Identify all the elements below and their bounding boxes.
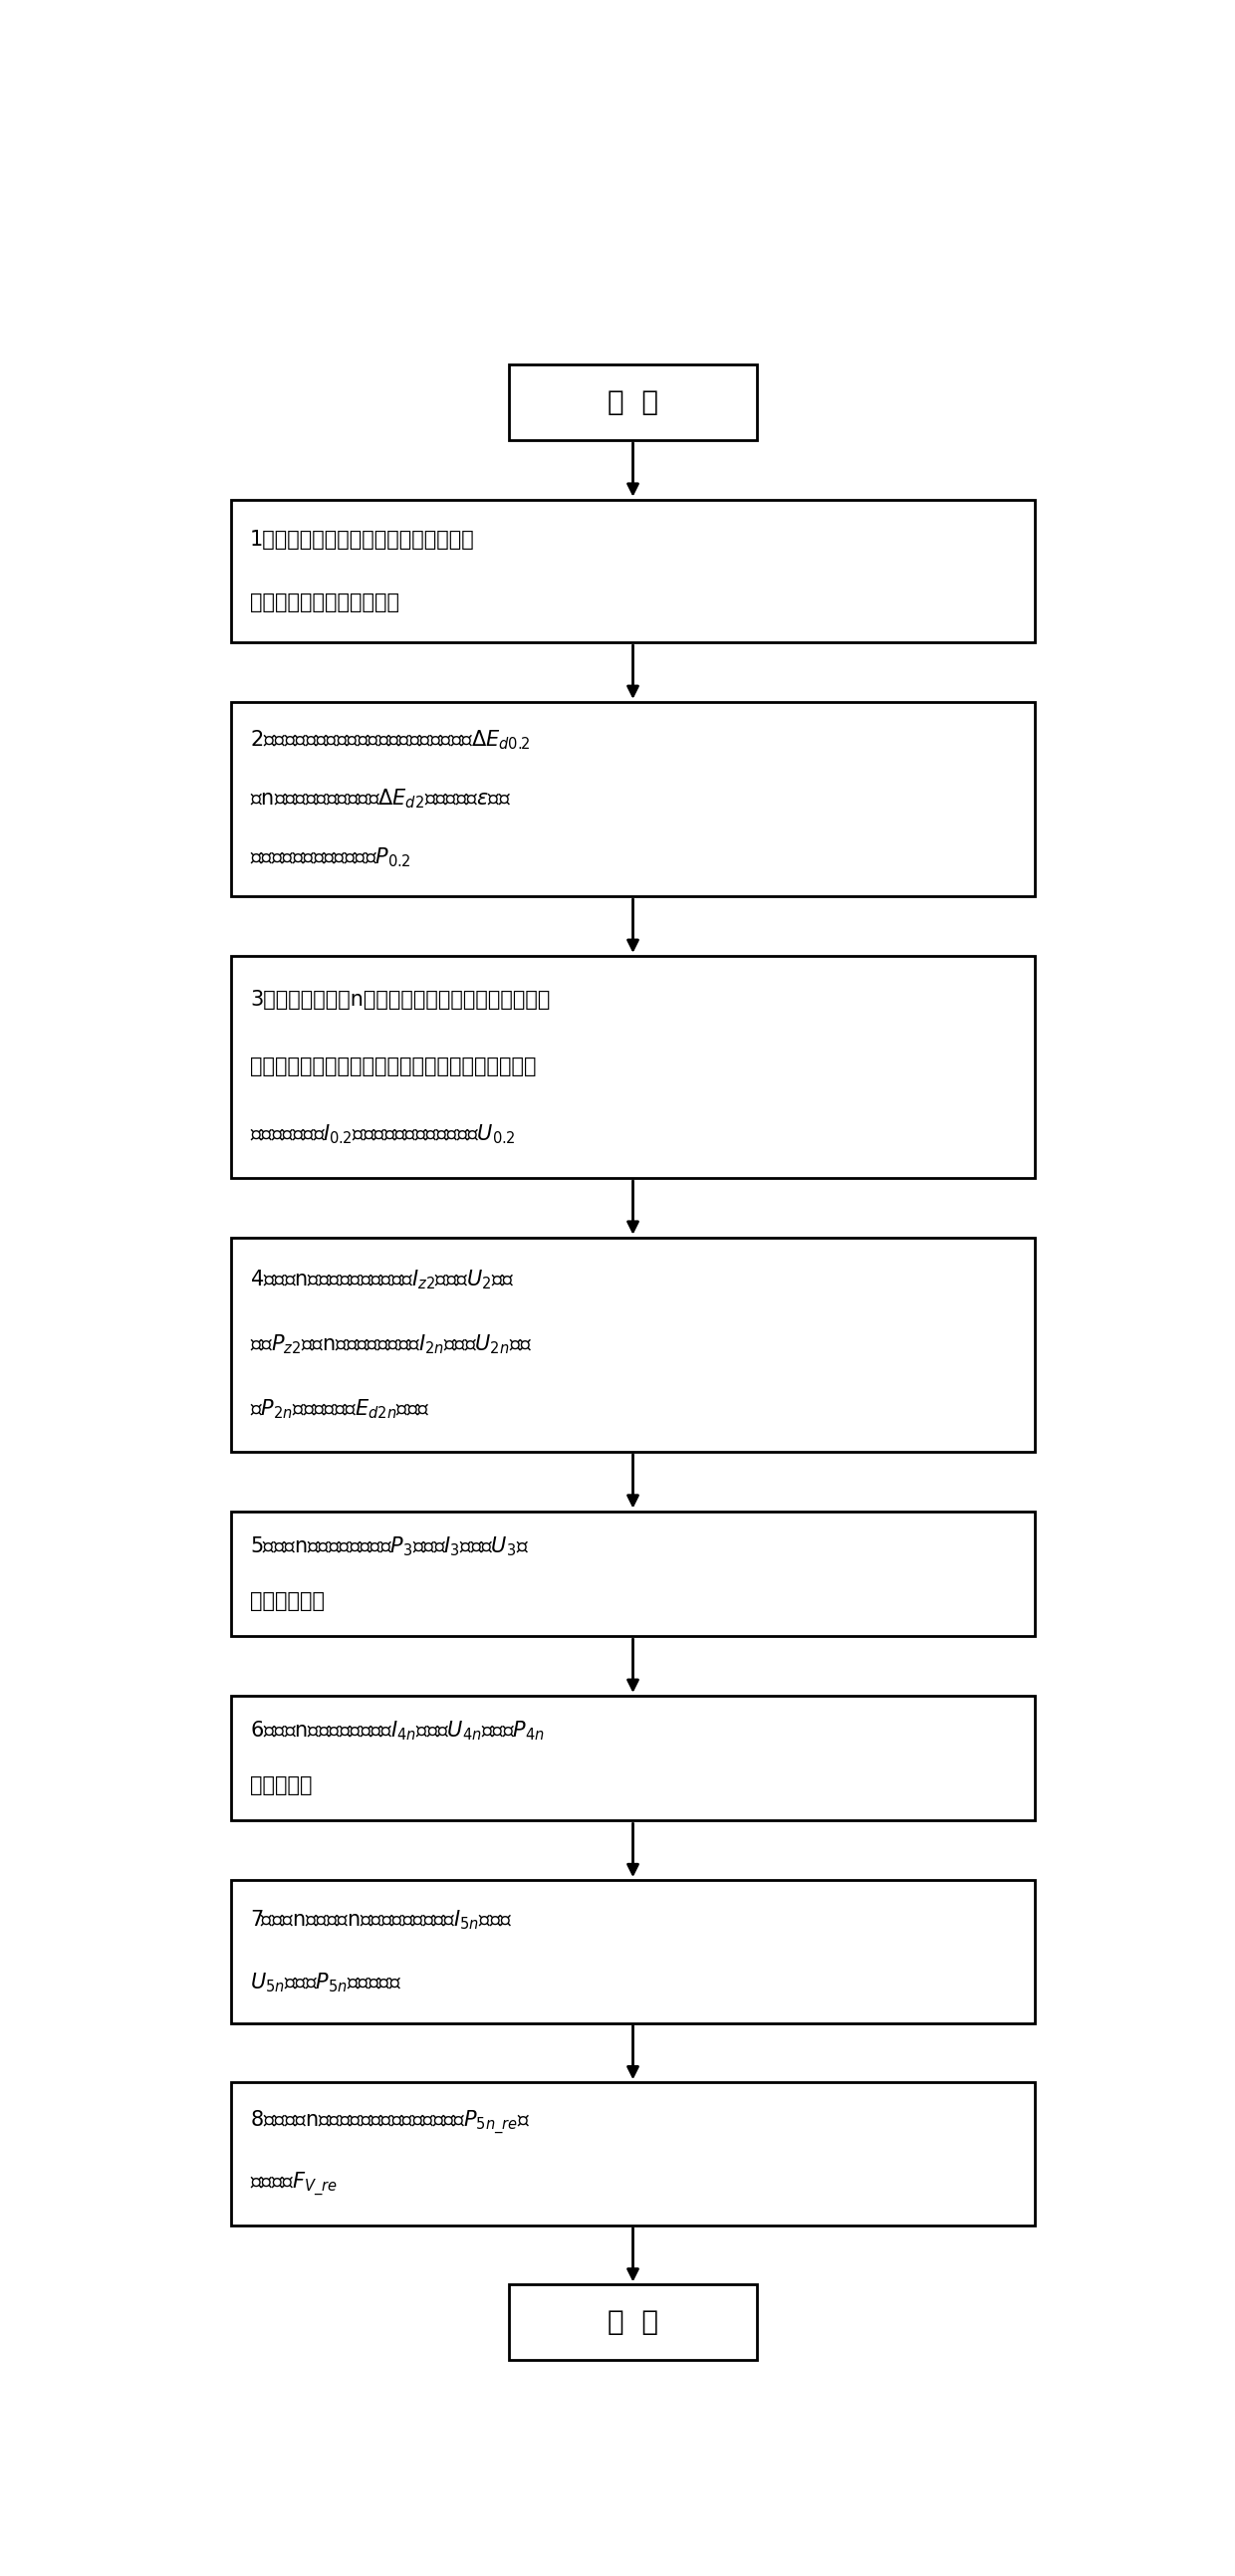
Text: 1、监测系统实时采集光伏电站设备数据: 1、监测系统实时采集光伏电站设备数据 [249,531,475,549]
Text: $U_{5n}$和功率$P_{5n}$的偏差修正: $U_{5n}$和功率$P_{5n}$的偏差修正 [249,1971,401,1994]
FancyBboxPatch shape [231,1880,1035,2022]
Text: 及录入并网点关口表数据。: 及录入并网点关口表数据。 [249,592,399,613]
Text: 的偏差修正: 的偏差修正 [249,1775,312,1795]
Text: 伏电站等效并网点输出功率$P_{0.2}$: 伏电站等效并网点输出功率$P_{0.2}$ [249,845,411,871]
Text: 7、对第n台汇流笱n组光伏组串输入电流$I_{5n}$、电压: 7、对第n台汇流笱n组光伏组串输入电流$I_{5n}$、电压 [249,1909,513,1932]
FancyBboxPatch shape [231,2081,1035,2226]
Text: 结  束: 结 束 [608,2308,658,2336]
Text: 低压侧电流、电压、功率等数据进行偏差修正和并网: 低压侧电流、电压、功率等数据进行偏差修正和并网 [249,1056,536,1077]
FancyBboxPatch shape [509,2285,757,2360]
Text: 递推偏差修正: 递推偏差修正 [249,1592,325,1610]
Text: 与n台逃变器发电量的增量$\Delta E_{d2}$的比值常数$\varepsilon$和光: 与n台逃变器发电量的增量$\Delta E_{d2}$的比值常数$\vareps… [249,788,511,811]
FancyBboxPatch shape [231,1236,1035,1453]
FancyBboxPatch shape [231,1695,1035,1821]
Text: 5、对第n台逃变器输入功率$P_3$、电流$I_3$、电压$U_3$的: 5、对第n台逃变器输入功率$P_3$、电流$I_3$、电压$U_3$的 [249,1535,529,1558]
FancyBboxPatch shape [231,701,1035,896]
Text: 点处的等效电流$I_{0.2}$及推导并网点处的等效电压$U_{0.2}$: 点处的等效电流$I_{0.2}$及推导并网点处的等效电压$U_{0.2}$ [249,1123,515,1146]
Text: 8、依据第n组光伏组串输出功率偏差修正值$P_{5n\_re}$递: 8、依据第n组光伏组串输出功率偏差修正值$P_{5n\_re}$递 [249,2110,530,2138]
Text: 6、对第n台汇流笱输出电流$I_{4n}$、电压$U_{4n}$和功率$P_{4n}$: 6、对第n台汇流笱输出电流$I_{4n}$、电压$U_{4n}$和功率$P_{4… [249,1718,545,1744]
Text: 推辐照度$F_{V\_re}$: 推辐照度$F_{V\_re}$ [249,2172,337,2200]
Text: 2、计算某一时刻的并网点关口表发电量的增量$\Delta E_{d0.2}$: 2、计算某一时刻的并网点关口表发电量的增量$\Delta E_{d0.2}$ [249,729,531,752]
Text: 3、对实时采集的n台筱变测控系统的变压器高压测、: 3、对实时采集的n台筱变测控系统的变压器高压测、 [249,989,551,1010]
Text: 率$P_{2n}$、当日发电量$E_{d2n}$等数据: 率$P_{2n}$、当日发电量$E_{d2n}$等数据 [249,1399,430,1422]
FancyBboxPatch shape [231,956,1035,1177]
FancyBboxPatch shape [231,1512,1035,1636]
Text: 4、修正n台逃变器的输出电流和$I_{z2}$、电压$U_2$、功: 4、修正n台逃变器的输出电流和$I_{z2}$、电压$U_2$、功 [249,1267,515,1291]
Text: 率和$P_{z2}$及第n台逃变器输出电流$I_{2n}$、电压$U_{2n}$、功: 率和$P_{z2}$及第n台逃变器输出电流$I_{2n}$、电压$U_{2n}$… [249,1332,532,1358]
FancyBboxPatch shape [509,366,757,440]
Text: 开  始: 开 始 [608,389,658,417]
FancyBboxPatch shape [231,500,1035,641]
